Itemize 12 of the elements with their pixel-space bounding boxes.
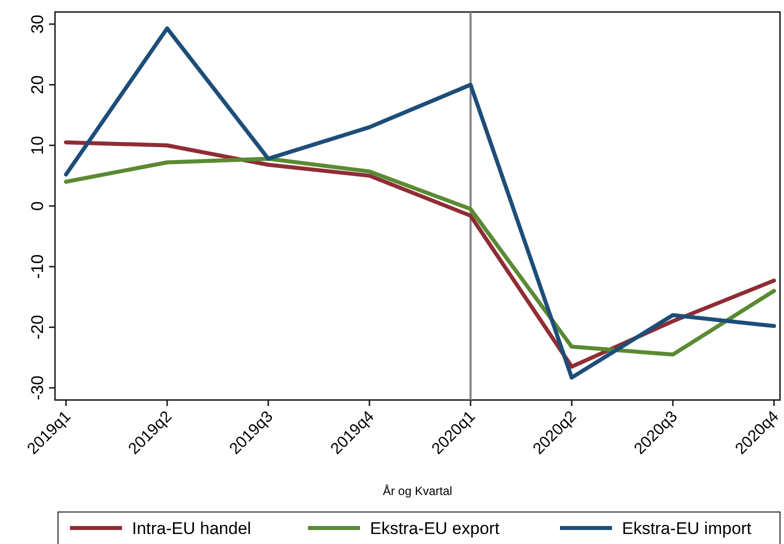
y-tick-label: -30 — [28, 376, 47, 400]
y-tick-label: -10 — [28, 254, 47, 279]
x-axis-title: År og Kvartal — [382, 484, 452, 498]
y-tick-label: 10 — [28, 136, 47, 155]
legend-label: Intra-EU handel — [132, 519, 252, 538]
y-tick-label: 30 — [28, 14, 47, 34]
y-tick-label: -20 — [28, 314, 47, 340]
y-tick-label: 20 — [28, 75, 47, 94]
legend-label: Ekstra-EU import — [622, 519, 752, 538]
y-tick-label: 0 — [28, 201, 47, 211]
line-series — [64, 26, 776, 380]
legend-label: Ekstra-EU export — [370, 519, 500, 538]
